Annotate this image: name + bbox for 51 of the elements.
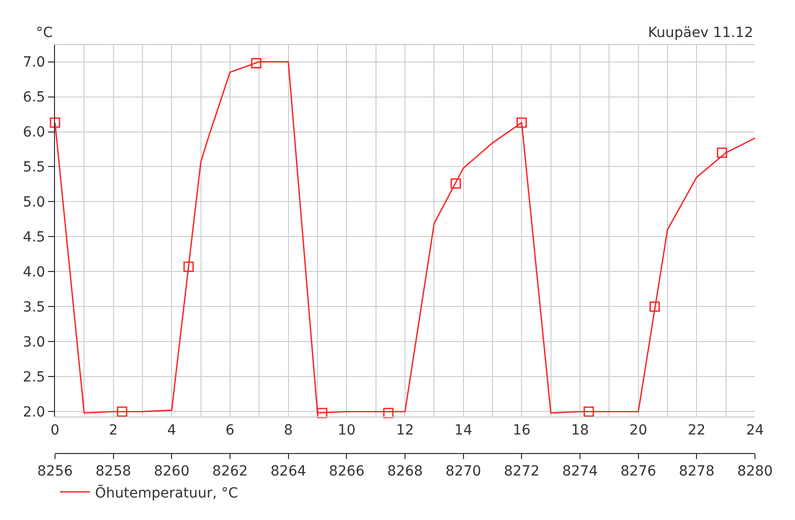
x2-tick-label: 8268 <box>387 464 423 480</box>
x-tick-label: 24 <box>746 422 764 438</box>
y-tick-label: 3.0 <box>22 334 46 351</box>
x-tick-label: 10 <box>338 422 356 438</box>
x2-tick-label: 8258 <box>96 464 132 480</box>
point <box>584 406 594 417</box>
legend-label: Õhutemperatuur, °C <box>95 484 238 502</box>
y-tick-label: 2.0 <box>22 404 46 420</box>
x-tick-label: 22 <box>688 422 706 438</box>
x2-tick-label: 8264 <box>270 464 306 480</box>
point <box>450 178 461 189</box>
x2-tick-label: 8260 <box>154 464 190 480</box>
x-tick-label: 20 <box>629 422 648 438</box>
x2-tick-label: 8280 <box>737 464 773 480</box>
x2-tick-label: 8262 <box>212 464 248 480</box>
point <box>716 148 728 158</box>
y-tick-label: 3.5 <box>22 300 46 316</box>
point <box>116 406 128 417</box>
x2-tick-label: 8266 <box>328 464 365 480</box>
point <box>516 118 527 128</box>
y-tick-label: 7.0 <box>22 54 46 71</box>
x2-tick-label: 8278 <box>678 464 714 480</box>
y-tick-label: 6.0 <box>22 124 46 141</box>
x-tick-label: 8 <box>284 422 293 438</box>
x-tick-label: 12 <box>396 422 414 438</box>
x-tick-label: 18 <box>571 422 589 438</box>
x-tick-label: 16 <box>512 422 531 438</box>
x-tick-label: 2 <box>108 422 118 438</box>
x2-tick-label: 8274 <box>562 464 598 480</box>
x2-tick-label: 8270 <box>446 464 482 480</box>
x-tick-label: 6 <box>226 422 235 438</box>
x-tick-label: 14 <box>454 422 472 438</box>
y-axis-title: °C <box>36 25 53 41</box>
x-tick-label: 0 <box>50 422 60 438</box>
point <box>50 118 60 128</box>
y-tick-label: 5.5 <box>22 160 46 176</box>
x2-tick-label: 8276 <box>620 464 656 480</box>
x-tick-label: 4 <box>167 422 176 438</box>
point <box>650 302 660 312</box>
point <box>183 262 194 272</box>
x2-tick-label: 8256 <box>37 464 73 480</box>
point <box>317 408 328 418</box>
y-tick-label: 5.0 <box>22 194 46 211</box>
point <box>251 58 262 68</box>
y-tick-label: 6.5 <box>22 90 46 106</box>
x2-tick-label: 8272 <box>504 464 540 480</box>
y-tick-label: 4.5 <box>22 230 46 246</box>
y-tick-label: 4.0 <box>22 264 46 281</box>
point <box>383 408 394 418</box>
y-tick-label: 2.5 <box>22 370 46 386</box>
text: Kuupäev 11.12 <box>648 25 754 41</box>
